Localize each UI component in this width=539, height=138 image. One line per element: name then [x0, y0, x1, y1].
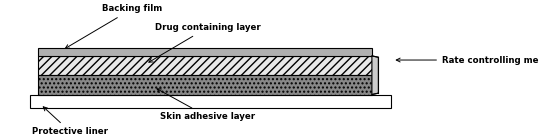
Text: Drug containing layer: Drug containing layer — [149, 23, 260, 62]
Bar — [38, 56, 372, 75]
Text: Backing film: Backing film — [65, 4, 162, 48]
Bar — [38, 48, 372, 56]
Text: Skin adhesive layer: Skin adhesive layer — [157, 89, 255, 121]
Polygon shape — [372, 56, 378, 95]
Bar — [38, 75, 372, 95]
Text: Protective liner: Protective liner — [32, 107, 108, 136]
Text: Rate controlling membrane: Rate controlling membrane — [396, 55, 539, 65]
Bar — [30, 95, 391, 108]
